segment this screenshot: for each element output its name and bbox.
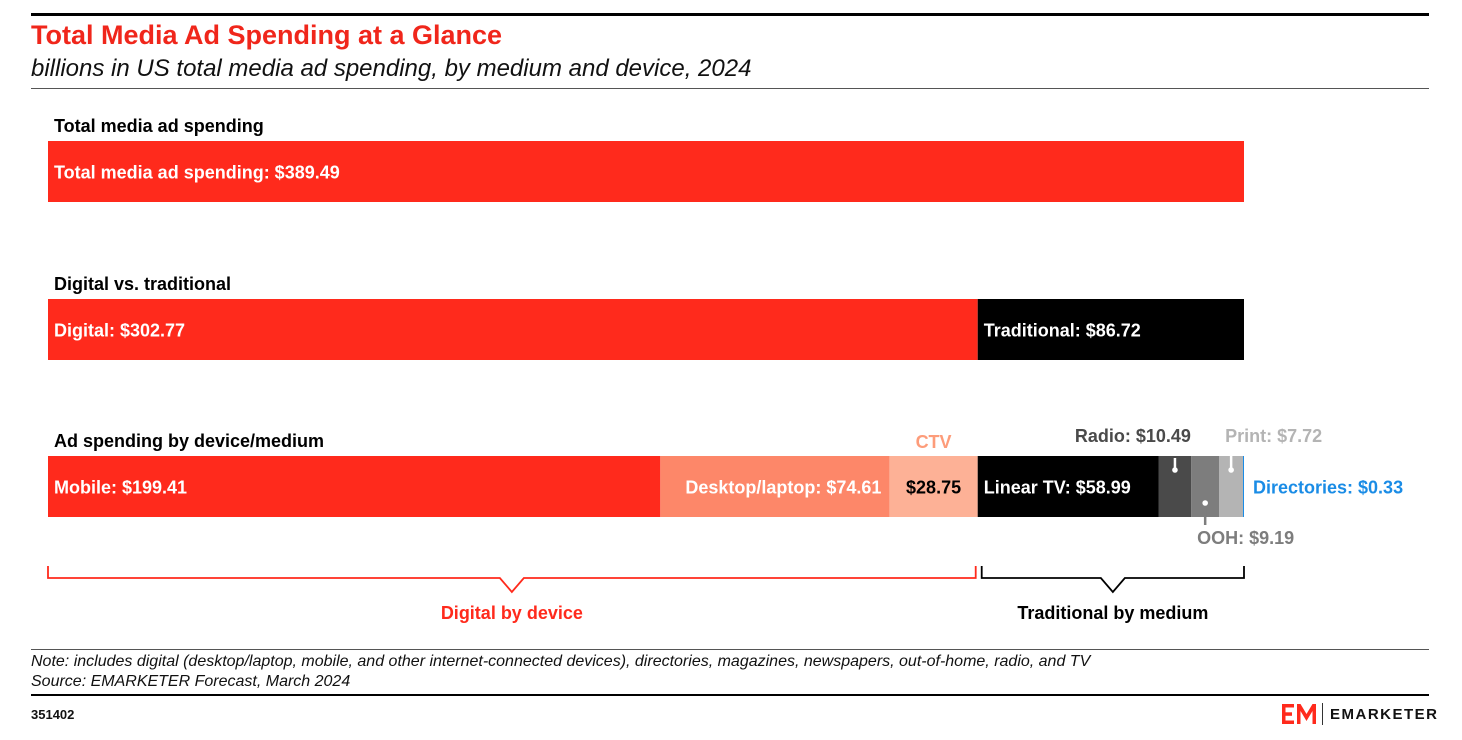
bar-label-total-media-ad-spending: Total media ad spending: $389.49 <box>54 163 340 183</box>
leader-dot-radio <box>1172 467 1178 473</box>
bar-label-linear-tv: Linear TV: $58.99 <box>984 478 1131 498</box>
bracket-label-traditional-by-medium: Traditional by medium <box>1017 603 1208 623</box>
bar-segment-linear-tv <box>977 456 1159 517</box>
leader-dot-ooh <box>1202 500 1208 506</box>
chart-source: Source: EMARKETER Forecast, March 2024 <box>31 673 351 690</box>
bar-segment-directories <box>1242 456 1244 517</box>
bar-segment-ctv <box>889 456 978 517</box>
leader-dot-print <box>1228 467 1234 473</box>
header-rule <box>31 88 1429 89</box>
stacked-bar-chart: Total media ad spending Total media ad sp… <box>47 116 1403 623</box>
bar-segment-desktop-laptop <box>660 456 890 517</box>
callout-directories: Directories: $0.33 <box>1253 478 1403 498</box>
row-label-total-media-ad-spending: Total media ad spending <box>54 116 264 136</box>
bar-segment-traditional <box>977 299 1244 360</box>
bar-segment-digital <box>48 299 978 360</box>
callout-ooh: OOH: $9.19 <box>1197 528 1294 548</box>
bar-segment-print <box>1219 456 1243 517</box>
bracket-traditional-by-medium <box>980 566 1245 594</box>
bar-segment-total-media-ad-spending <box>48 141 1244 202</box>
top-rule <box>31 13 1429 16</box>
row-label-ad-spending-by-device-medium: Ad spending by device/medium <box>54 431 324 451</box>
bracket-label-digital-by-device: Digital by device <box>441 603 583 623</box>
chart-note: Note: includes digital (desktop/laptop, … <box>31 653 1091 670</box>
bar-label-digital: Digital: $302.77 <box>54 321 185 341</box>
brand-name: EMARKETER <box>1330 705 1439 723</box>
bracket-digital-by-device <box>47 566 977 594</box>
bar-label-traditional: Traditional: $86.72 <box>984 321 1141 341</box>
bar-label-desktop-laptop: Desktop/laptop: $74.61 <box>685 478 881 498</box>
em-logo-mark <box>1282 704 1316 724</box>
callout-radio: Radio: $10.49 <box>1075 426 1191 446</box>
chart-id: 351402 <box>31 707 75 722</box>
callout-print: Print: $7.72 <box>1225 426 1322 446</box>
row-label-digital-vs-traditional: Digital vs. traditional <box>54 274 231 294</box>
logo-separator <box>1322 703 1323 725</box>
bar-segment-mobile <box>48 456 661 517</box>
footer-rule <box>31 649 1429 650</box>
bottom-rule <box>31 694 1429 696</box>
emarketer-logo[interactable]: EMARKETER <box>1282 702 1439 726</box>
chart-title: Total Media Ad Spending at a Glance <box>31 20 503 50</box>
chart-subtitle: billions in US total media ad spending, … <box>31 55 752 82</box>
bar-label-ctv: $28.75 <box>906 478 961 498</box>
bar-label-mobile: Mobile: $199.41 <box>54 478 187 498</box>
callout-ctv: CTV <box>916 432 952 452</box>
